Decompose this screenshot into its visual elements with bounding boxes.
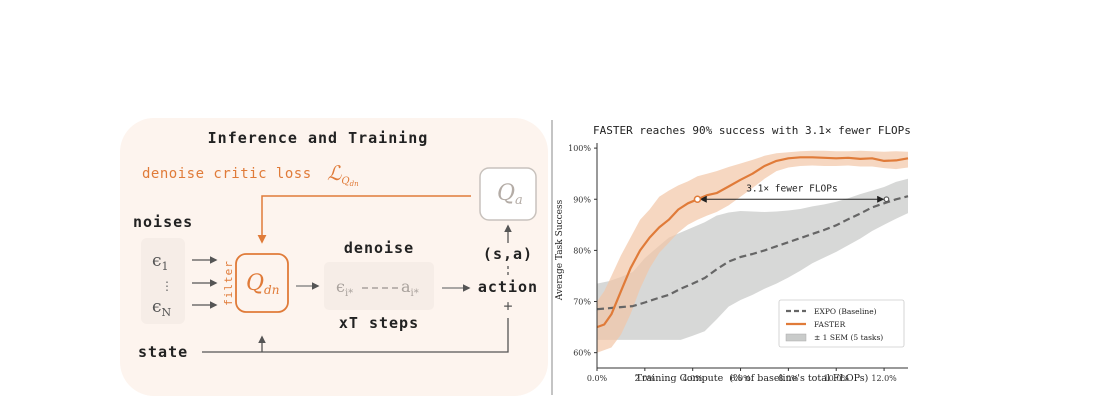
annotation-text: 3.1× fewer FLOPs — [746, 183, 838, 194]
epsilon-1: ϵ1 — [152, 251, 169, 273]
steps-label: xT steps — [339, 314, 419, 332]
annotation-marker-expo — [883, 196, 890, 203]
x-tick-label: 4.0% — [683, 374, 704, 383]
qa-box — [479, 167, 537, 221]
annotation-marker-faster — [693, 195, 702, 203]
y-tick-label: 90% — [573, 195, 591, 204]
line-expo — [596, 195, 909, 311]
qdn-box — [235, 253, 289, 313]
x-tick-label: 0.0% — [587, 374, 608, 383]
axes: 0.0% 2.0% 4.0% 6.0% 8.0% 10.0% 12.0% 60% 70% 80% 9… — [568, 143, 908, 383]
legend: EXPO (Baseline) FASTER ± 1 SEM (5 tasks) — [778, 299, 905, 348]
y-axis-label: Average Task Success — [555, 199, 565, 301]
x-tick-label: 12.0% — [871, 374, 897, 383]
band-faster — [597, 150, 908, 353]
y-tick-label: 70% — [573, 298, 591, 307]
annotation: 3.1× fewer FLOPs — [693, 183, 890, 203]
epsilon-i-star: ϵi* — [336, 277, 353, 299]
epsilon-n: ϵN — [152, 297, 172, 319]
line-faster — [596, 156, 909, 329]
noise-samples-box — [141, 238, 185, 324]
qdn-label: Qdn — [246, 271, 279, 297]
qa-label: Qa — [497, 181, 523, 208]
legend-box — [778, 299, 905, 348]
x-tick-label: 2.0% — [635, 374, 656, 383]
chart: FASTER reaches 90% success with 3.1× few… — [555, 124, 911, 384]
state-label: state — [138, 343, 188, 361]
legend-label-faster: FASTER — [814, 320, 846, 329]
legend-swatch-band — [785, 333, 807, 342]
diagram-panel: Inference and Training denoise critic lo… — [120, 118, 548, 396]
y-tick-label: 60% — [573, 349, 591, 358]
diagram-title: Inference and Training — [208, 129, 429, 147]
denoise-box — [324, 262, 434, 310]
sa-label: (s,a) — [483, 245, 533, 263]
sem-bands — [597, 150, 908, 353]
state-line — [202, 318, 509, 353]
noises-label: noises — [133, 213, 193, 231]
diagram-background — [120, 118, 548, 396]
action-label: action — [478, 278, 538, 296]
vertical-dots: ⋮ — [161, 279, 173, 293]
denoise-label: denoise — [344, 239, 414, 257]
x-tick-label: 6.0% — [730, 374, 751, 383]
band-expo — [597, 178, 908, 340]
loss-symbol: ℒQdn — [327, 161, 359, 188]
x-axis-label: Training Compute (% of baseline's total … — [636, 373, 869, 384]
loss-feedback-arrow — [257, 195, 471, 244]
y-tick-label: 100% — [568, 144, 591, 153]
legend-label-expo: EXPO (Baseline) — [814, 307, 877, 316]
x-tick-label: 8.0% — [778, 374, 799, 383]
x-tick-label: 10.0% — [824, 374, 850, 383]
y-tick-label: 80% — [573, 246, 591, 255]
plus-label: + — [503, 297, 512, 315]
legend-label-band: ± 1 SEM (5 tasks) — [814, 333, 883, 342]
loss-label: denoise critic loss — [142, 166, 312, 182]
chart-title: FASTER reaches 90% success with 3.1× few… — [593, 124, 911, 137]
filter-label: filter — [222, 260, 235, 306]
a-i-star: ai* — [401, 277, 419, 299]
series-lines — [596, 156, 909, 329]
